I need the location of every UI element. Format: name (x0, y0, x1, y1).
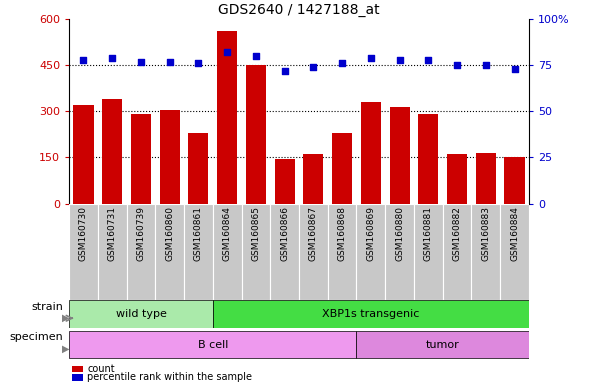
Bar (389, 107, 410, 204)
Bar (418, 114, 438, 204)
Text: B cell: B cell (198, 339, 228, 350)
Text: percentile rank within the sample: percentile rank within the sample (87, 372, 252, 382)
Text: ▶: ▶ (63, 313, 70, 323)
Bar (356, 204, 385, 300)
Bar (213, 204, 242, 300)
Bar (69, 204, 98, 300)
Text: GSM160880: GSM160880 (395, 207, 404, 262)
Bar (447, 154, 467, 204)
Text: GSM160730: GSM160730 (79, 207, 88, 262)
Bar (69, 331, 356, 359)
Bar (443, 204, 471, 300)
Bar (217, 31, 237, 204)
Bar (242, 204, 270, 300)
Text: GSM160868: GSM160868 (338, 207, 347, 262)
Text: GSM160867: GSM160867 (309, 207, 318, 262)
Bar (213, 300, 529, 328)
Text: GSM160861: GSM160861 (194, 207, 203, 262)
Bar (184, 204, 213, 300)
Point (79, 57, 88, 63)
Text: GSM160883: GSM160883 (481, 207, 490, 262)
Point (366, 55, 376, 61)
Point (510, 66, 519, 72)
Point (424, 57, 433, 63)
Bar (356, 331, 529, 359)
Point (280, 68, 290, 74)
Bar (504, 157, 525, 204)
Text: wild type: wild type (115, 309, 166, 319)
Text: XBP1s transgenic: XBP1s transgenic (322, 309, 419, 319)
Point (308, 64, 318, 70)
Bar (160, 110, 180, 204)
Bar (98, 204, 127, 300)
Bar (69, 300, 213, 328)
Bar (361, 102, 381, 204)
Text: GSM160865: GSM160865 (251, 207, 260, 262)
Point (395, 57, 404, 63)
Text: strain: strain (31, 302, 63, 312)
Bar (188, 133, 209, 204)
Bar (385, 204, 414, 300)
Text: GSM160881: GSM160881 (424, 207, 433, 262)
Bar (127, 204, 155, 300)
Point (165, 58, 174, 65)
Point (194, 60, 203, 66)
Text: GSM160884: GSM160884 (510, 207, 519, 261)
Point (337, 60, 347, 66)
Text: GSM160882: GSM160882 (453, 207, 462, 261)
Text: ▶: ▶ (63, 344, 70, 354)
Text: GSM160860: GSM160860 (165, 207, 174, 262)
Bar (476, 153, 496, 204)
Text: GSM160864: GSM160864 (222, 207, 231, 261)
Point (222, 49, 232, 55)
Bar (131, 114, 151, 204)
Title: GDS2640 / 1427188_at: GDS2640 / 1427188_at (218, 3, 380, 17)
Text: GSM160869: GSM160869 (367, 207, 376, 262)
Point (251, 53, 261, 59)
Point (136, 58, 146, 65)
Point (452, 62, 462, 68)
Bar (471, 204, 500, 300)
Bar (304, 154, 323, 204)
Text: GSM160739: GSM160739 (136, 207, 145, 262)
Bar (414, 204, 443, 300)
Text: GSM160866: GSM160866 (280, 207, 289, 262)
Bar (155, 204, 184, 300)
Bar (299, 204, 328, 300)
Bar (246, 65, 266, 204)
Bar (102, 99, 122, 204)
Bar (275, 159, 294, 204)
Text: GSM160731: GSM160731 (108, 207, 117, 262)
Bar (500, 204, 529, 300)
Bar (73, 105, 94, 204)
Bar (328, 204, 356, 300)
Bar (270, 204, 299, 300)
Bar (332, 133, 352, 204)
Point (108, 55, 117, 61)
Point (481, 62, 490, 68)
Text: tumor: tumor (426, 339, 460, 350)
Text: count: count (87, 364, 115, 374)
Text: specimen: specimen (10, 333, 63, 343)
